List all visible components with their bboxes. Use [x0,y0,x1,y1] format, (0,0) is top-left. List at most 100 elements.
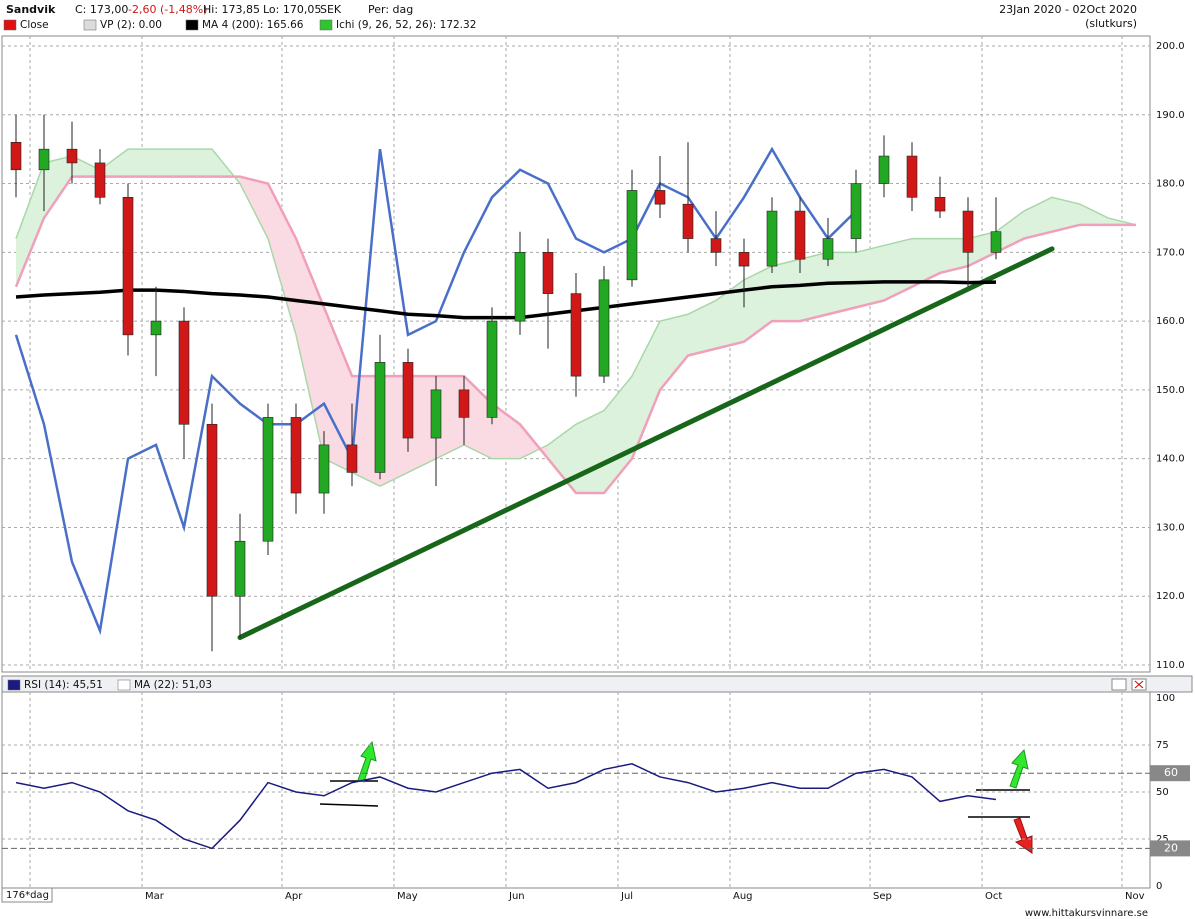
cloud [968,231,996,267]
header-change: -2,60 (-1,48%) [128,3,207,16]
cloud [744,266,772,342]
cloud [688,300,716,356]
candle-body [878,155,890,184]
candle-body [766,210,778,267]
x-tick-label: Sep [873,891,892,902]
candle-body [10,141,22,171]
candle-body [934,197,946,212]
rsi-line [15,763,997,850]
cloud [772,259,800,322]
rsi-tick-label: 50 [1156,787,1169,798]
cloud [16,162,44,287]
candle-body [514,252,526,322]
span-a-line [15,148,1137,488]
x-tick-label: Aug [733,891,753,902]
cloud [856,245,884,308]
tool-button[interactable] [1111,678,1127,691]
legend-rsi: RSI (14): 45,51 [24,679,103,691]
legend-vp: VP (2): 0.00 [100,19,162,31]
candle-body [66,148,78,164]
rsi-annotations [319,780,1030,818]
candle-body [430,389,442,439]
header-low: Lo: 170,05 [263,3,321,16]
legend-ichi-swatch [319,19,333,31]
x-label: 176*dag [6,890,49,901]
y-tick-label: 190.0 [1156,110,1185,121]
cloud [380,376,408,487]
candle-body [682,203,694,239]
cloud [436,376,464,459]
candle-body [626,190,638,281]
rsi-tick-label: 75 [1156,740,1169,751]
candle-body [738,252,750,267]
candle-body [654,190,666,205]
candle-body [206,423,218,597]
y-tick-label: 130.0 [1156,522,1185,533]
x-tick-label: Mar [145,891,165,902]
cloud [632,321,660,459]
legend-ichi: Ichi (9, 26, 52, 26): 172.32 [336,19,476,31]
candle-body [150,320,162,336]
rsi-tick-label: 0 [1156,881,1162,892]
y-tick-label: 170.0 [1156,247,1185,258]
legend-vp-swatch [83,19,97,31]
cloud [352,376,380,487]
up-arrow [1009,748,1029,789]
candle-body [598,279,610,377]
x-tick-label: May [397,891,418,902]
header-period: Per: dag [368,3,413,16]
cloud [912,238,940,287]
level-box [1150,765,1190,782]
cloud [72,156,100,177]
date-note: (slutkurs) [1085,17,1137,30]
candle-body [570,293,582,377]
candle-body [906,155,918,198]
x-tick-label: Jul [620,891,633,902]
legend-close: Close [20,19,49,31]
price-frame [1,35,1151,673]
cloud [604,376,632,494]
x-tick-label: Jun [508,891,525,902]
x-tick-label: Apr [285,891,303,902]
legend-rsi-ma: MA (22): 51,03 [134,679,212,691]
level-label: 60 [1164,766,1178,779]
candle-body [486,320,498,418]
rsi-frame [1,691,1151,889]
ma-line [15,280,997,320]
cloud [100,149,128,177]
up-arrow [357,740,377,783]
candle-body [990,231,1002,253]
header-currency: SEK [320,3,342,16]
cloud [408,376,436,473]
candle-body [402,362,414,439]
cloud [44,156,72,218]
cloud [464,376,492,459]
cloud [1080,204,1108,225]
y-tick-label: 120.0 [1156,591,1185,602]
candle-body [122,197,134,336]
header-high: Hi: 173,85 [203,3,260,16]
cloud [940,238,968,273]
candle-body [962,210,974,253]
cloud [996,211,1024,253]
trendline [237,246,1055,640]
span-b-line [14,175,1136,495]
y-tick-label: 160.0 [1156,316,1185,327]
candle-body [234,540,246,597]
candle-body [710,238,722,253]
legend-close-swatch [3,19,17,31]
candle-body [850,183,862,239]
cloud [184,149,212,177]
cloud [492,403,520,459]
cloud [156,149,184,177]
candle-body [346,444,358,473]
y-tick-label: 200.0 [1156,41,1185,52]
cloud [296,238,324,459]
cloud [1052,197,1080,232]
cloud [548,424,576,494]
x-tick-label: Oct [985,891,1002,902]
y-tick-label: 150.0 [1156,385,1185,396]
ticker: Sandvik [6,3,56,16]
candle-body [94,162,106,198]
cloud [520,424,548,459]
